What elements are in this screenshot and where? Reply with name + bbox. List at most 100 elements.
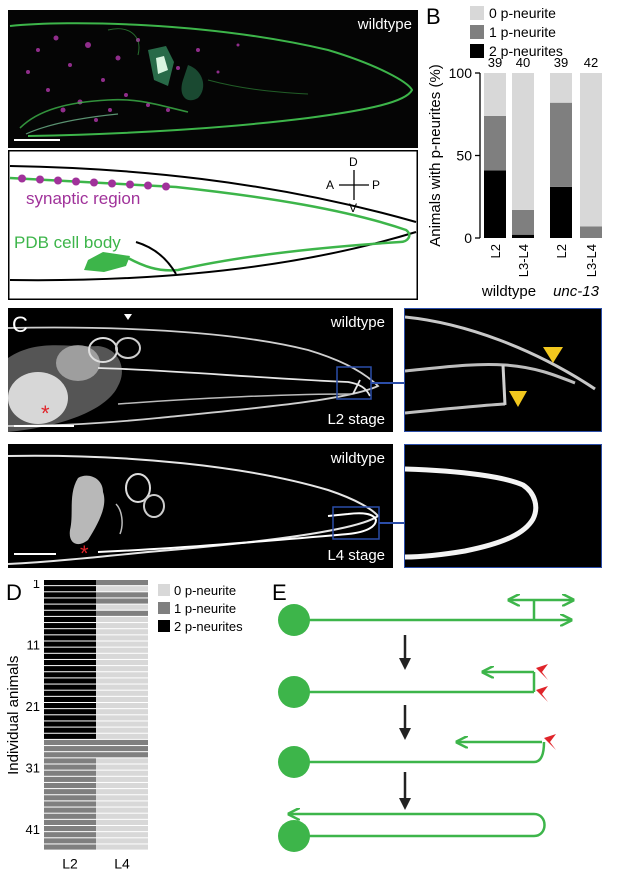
bar-n-label: 39 bbox=[554, 55, 568, 70]
panel-c-l4-micrograph: * wildtype L4 stage bbox=[8, 444, 393, 568]
down-arrow-icon bbox=[399, 772, 411, 810]
heatmap-cell-l2 bbox=[44, 703, 96, 709]
bar-n-label: 40 bbox=[516, 55, 530, 70]
heatmap-cell-l2 bbox=[44, 782, 96, 789]
yellow-arrowhead-icon bbox=[543, 347, 563, 363]
compass-a: A bbox=[326, 178, 334, 192]
heatmap-cell-l2 bbox=[44, 801, 96, 807]
legend-swatch bbox=[470, 44, 484, 58]
panel-letter-b: B bbox=[426, 4, 441, 29]
x-category-label: L3-L4 bbox=[516, 244, 531, 277]
column-label: L2 bbox=[62, 856, 78, 870]
heatmap-cell-l4 bbox=[96, 672, 148, 678]
bar-segment bbox=[484, 115, 506, 171]
panel-b-chart-svg: 0 50 100 Animals with p-neurites (%) 39 L2 40 L… bbox=[427, 5, 602, 300]
heatmap-cell-l4 bbox=[96, 703, 148, 709]
heatmap-cell-l4 bbox=[96, 592, 148, 598]
heatmap-cell-l4 bbox=[96, 739, 148, 746]
heatmap-cell-l2 bbox=[44, 826, 96, 832]
heatmap-cell-l2 bbox=[44, 764, 96, 770]
bar-segment bbox=[484, 170, 506, 238]
legend-label: 1 p-neurite bbox=[489, 24, 556, 40]
bar-n-label: 39 bbox=[488, 55, 502, 70]
heatmap-cell-l2 bbox=[44, 592, 96, 598]
heatmap-cell-l4 bbox=[96, 782, 148, 789]
panel-c-l4-inset-drawing bbox=[405, 445, 600, 566]
red-retraction-icon bbox=[544, 734, 556, 750]
heatmap-cell-l4 bbox=[96, 623, 148, 629]
compass-p: P bbox=[372, 178, 380, 192]
stage-2-neuron bbox=[278, 664, 548, 708]
compass-d: D bbox=[349, 155, 358, 169]
heatmap-cell-l4 bbox=[96, 653, 148, 659]
heatmap-cell-l4 bbox=[96, 764, 148, 770]
legend-label: 1 p-neurite bbox=[174, 601, 236, 616]
zoom-connector-bottom bbox=[379, 522, 405, 524]
heatmap-cell-l2 bbox=[44, 635, 96, 641]
legend-swatch bbox=[470, 25, 484, 39]
panel-c-l2-inset bbox=[404, 308, 602, 432]
panel-letter-c: C bbox=[12, 312, 28, 337]
heatmap-cell-l2 bbox=[44, 604, 96, 610]
heatmap-cell-l4 bbox=[96, 666, 148, 672]
heatmap-cell-l2 bbox=[44, 832, 96, 838]
bar-segment bbox=[512, 209, 534, 235]
heatmap-cell-l4 bbox=[96, 813, 148, 819]
panel-c-l4-stage-label: L4 stage bbox=[327, 547, 385, 564]
synaptic-region-label: synaptic region bbox=[26, 189, 140, 208]
legend-label: 0 p-neurite bbox=[174, 583, 236, 598]
bar-segment bbox=[550, 186, 572, 238]
x-category-label: L2 bbox=[488, 244, 503, 258]
heatmap-cell-l2 bbox=[44, 813, 96, 819]
heatmap-cell-l2 bbox=[44, 690, 96, 696]
row-tick-label: 11 bbox=[27, 638, 41, 653]
heatmap-cell-l4 bbox=[96, 807, 148, 813]
heatmap-cell-l2 bbox=[44, 752, 96, 758]
heatmap-cell-l4 bbox=[96, 629, 148, 635]
heatmap-cell-l2 bbox=[44, 758, 96, 764]
legend-swatch bbox=[470, 6, 484, 20]
y-axis-label: Animals with p-neurites (%) bbox=[427, 64, 444, 247]
heatmap-cell-l4 bbox=[96, 832, 148, 838]
panel-a-schematic: D V A P synaptic region PDB cell body bbox=[8, 150, 418, 300]
yellow-arrowhead-icon bbox=[509, 391, 527, 407]
bar-segment bbox=[512, 73, 534, 210]
heatmap-cell-l2 bbox=[44, 844, 96, 850]
heatmap-cell-l4 bbox=[96, 635, 148, 641]
heatmap-cell-l2 bbox=[44, 684, 96, 690]
panel-c-top-wildtype-label: wildtype bbox=[330, 314, 385, 331]
heatmap-cell-l4 bbox=[96, 789, 148, 795]
bar-segment bbox=[512, 234, 534, 238]
heatmap-cell-l4 bbox=[96, 727, 148, 733]
compass-icon bbox=[339, 170, 369, 200]
down-arrow-icon bbox=[399, 635, 411, 670]
bar-segment bbox=[550, 73, 572, 103]
x-category-label: L3-L4 bbox=[584, 244, 599, 277]
heatmap-cell-l2 bbox=[44, 795, 96, 801]
cell-body-icon bbox=[278, 676, 310, 708]
cell-body-icon bbox=[278, 820, 310, 852]
column-label: L4 bbox=[114, 856, 130, 870]
stage-4-neuron bbox=[278, 814, 546, 852]
heatmap-cell-l2 bbox=[44, 641, 96, 647]
legend-swatch bbox=[158, 584, 170, 596]
panel-c-l4-inset bbox=[404, 444, 602, 568]
heatmap-cell-l2 bbox=[44, 776, 96, 782]
heatmap-cell-l2 bbox=[44, 770, 96, 776]
heatmap-cell-l4 bbox=[96, 733, 148, 739]
heatmap-cell-l2 bbox=[44, 838, 96, 844]
heatmap-cell-l4 bbox=[96, 844, 148, 850]
heatmap-cell-l4 bbox=[96, 758, 148, 764]
heatmap-cell-l4 bbox=[96, 604, 148, 610]
heatmap-cell-l4 bbox=[96, 776, 148, 782]
heatmap-cell-l4 bbox=[96, 678, 148, 684]
bar-n-label: 42 bbox=[584, 55, 598, 70]
asterisk-marker-icon: * bbox=[41, 401, 50, 426]
down-arrow-icon bbox=[399, 705, 411, 740]
group-label: wildtype bbox=[481, 283, 536, 300]
panel-a-wildtype-label: wildtype bbox=[357, 16, 412, 33]
heatmap-cell-l2 bbox=[44, 586, 96, 592]
heatmap-cell-l2 bbox=[44, 653, 96, 659]
heatmap-cell-l2 bbox=[44, 727, 96, 733]
